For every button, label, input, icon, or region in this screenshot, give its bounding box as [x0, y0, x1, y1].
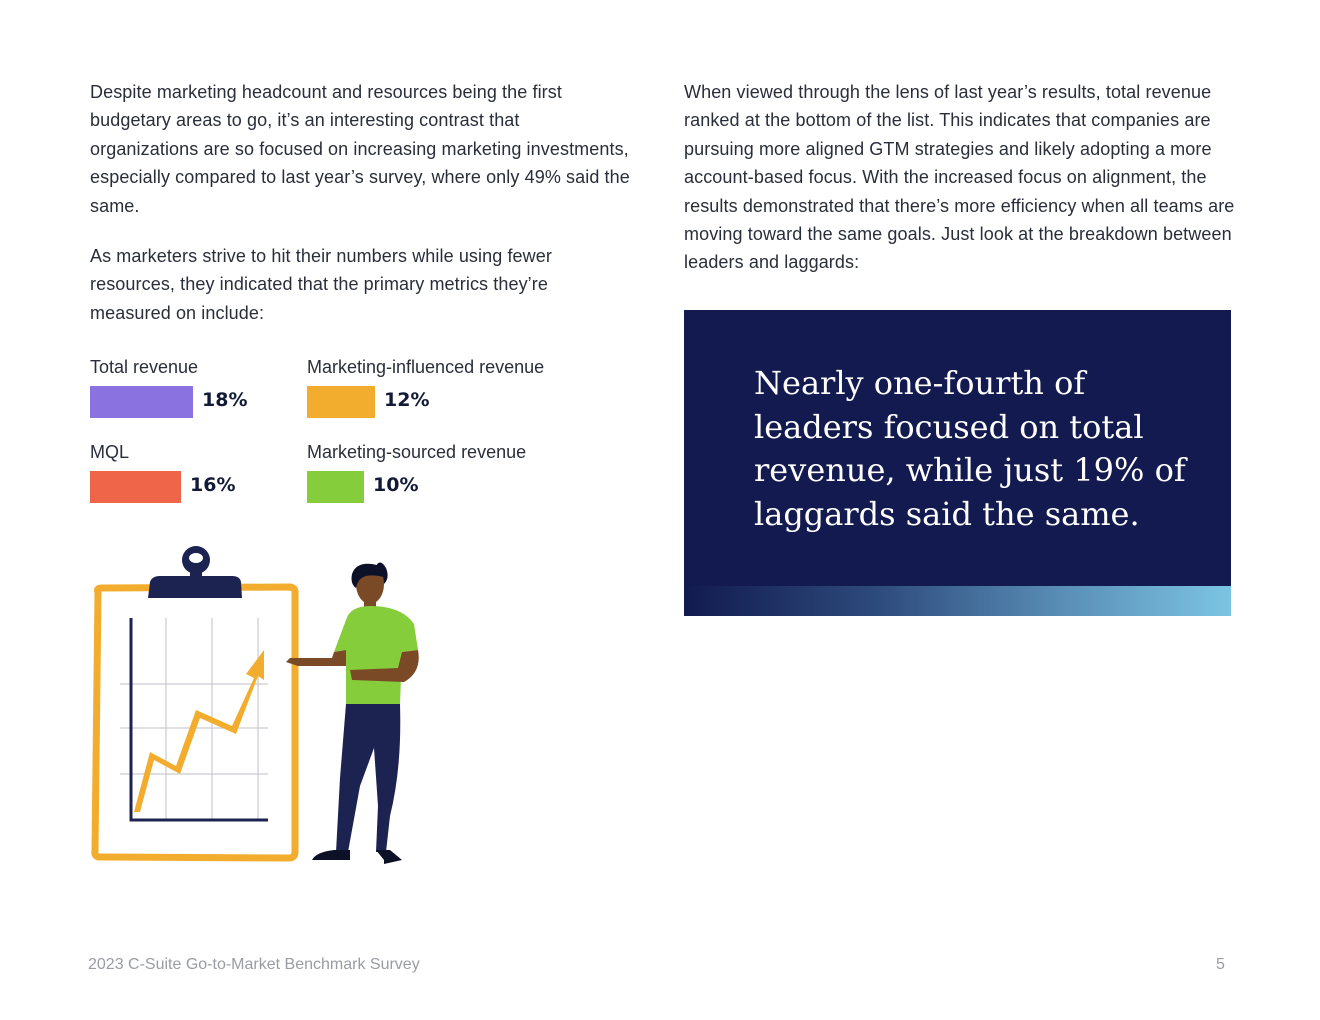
metric-total-revenue: Total revenue 18% — [90, 356, 247, 418]
clipboard-growth-illustration — [91, 546, 419, 864]
right-column: When viewed through the lens of last yea… — [684, 78, 1244, 299]
metric-marketing-influenced-revenue: Marketing-influenced revenue 12% — [307, 356, 545, 418]
metric-label: MQL — [90, 442, 130, 462]
clipboard-clip — [148, 576, 242, 598]
page-number: 5 — [1216, 956, 1225, 973]
left-paragraph-1: Despite marketing headcount and resource… — [90, 82, 630, 216]
chart-axes — [129, 618, 268, 822]
left-paragraph-2: As marketers strive to hit their numbers… — [90, 246, 552, 323]
metric-value: 18% — [202, 389, 248, 411]
footer-title: 2023 C-Suite Go-to-Market Benchmark Surv… — [88, 956, 420, 973]
person-figure — [286, 562, 419, 864]
metric-label: Marketing-sourced revenue — [307, 442, 527, 462]
metric-label: Marketing-influenced revenue — [307, 357, 545, 377]
metric-bar — [90, 386, 193, 418]
metric-bar — [307, 386, 375, 418]
metric-marketing-sourced-revenue: Marketing-sourced revenue 10% — [307, 441, 527, 503]
quote-gradient-band — [684, 586, 1231, 616]
right-paragraph-1: When viewed through the lens of last yea… — [684, 82, 1235, 273]
left-column: Despite marketing headcount and resource… — [90, 78, 630, 349]
metric-bar — [307, 471, 364, 503]
metric-value: 10% — [373, 474, 419, 496]
metric-mql: MQL 16% — [90, 441, 235, 503]
metric-value: 16% — [190, 474, 236, 496]
metric-bar — [90, 471, 181, 503]
metric-label: Total revenue — [90, 357, 199, 377]
metric-value: 12% — [384, 389, 430, 411]
quote-text: Nearly one-fourth of leaders focused on … — [754, 364, 1186, 533]
quote-callout: Nearly one-fourth of leaders focused on … — [684, 310, 1231, 616]
